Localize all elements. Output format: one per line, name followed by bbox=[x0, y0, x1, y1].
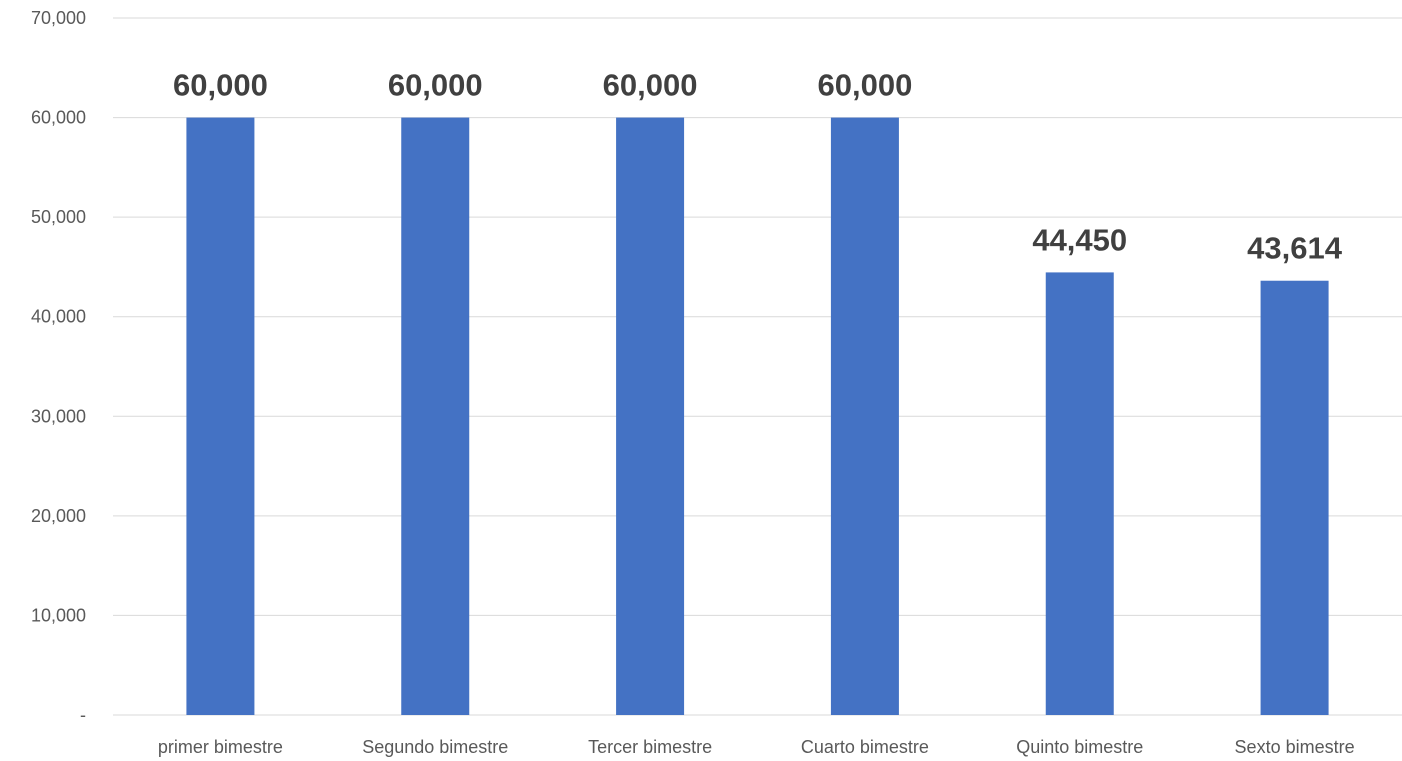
data-label: 60,000 bbox=[173, 68, 268, 103]
y-tick-label: 30,000 bbox=[31, 406, 86, 426]
y-tick-label: 10,000 bbox=[31, 605, 86, 625]
bar bbox=[1045, 272, 1114, 715]
data-label: 60,000 bbox=[388, 68, 483, 103]
y-tick-label: 70,000 bbox=[31, 8, 86, 28]
y-tick-label: 50,000 bbox=[31, 207, 86, 227]
bar bbox=[830, 117, 899, 716]
data-label: 60,000 bbox=[603, 68, 698, 103]
bar bbox=[186, 117, 255, 716]
y-axis-ticks: - 10,000 20,000 30,000 40,000 50,000 60,000 70,… bbox=[31, 8, 86, 725]
y-tick-label: 60,000 bbox=[31, 108, 86, 128]
x-axis-categories: primer bimestre Segundo bimestre Tercer bi… bbox=[158, 737, 1355, 757]
bar bbox=[401, 117, 470, 716]
data-label: 60,000 bbox=[818, 68, 913, 103]
data-labels: 60,000 60,000 60,000 60,000 44,450 43,614 bbox=[173, 68, 1343, 266]
y-tick-label: - bbox=[80, 705, 86, 725]
data-label: 44,450 bbox=[1032, 222, 1127, 257]
category-label: Quinto bimestre bbox=[1016, 737, 1143, 757]
y-tick-label: 40,000 bbox=[31, 307, 86, 327]
bar bbox=[1260, 280, 1329, 715]
category-label: Sexto bimestre bbox=[1235, 737, 1355, 757]
category-label: Cuarto bimestre bbox=[801, 737, 929, 757]
y-tick-label: 20,000 bbox=[31, 506, 86, 526]
category-label: Tercer bimestre bbox=[588, 737, 712, 757]
category-label: Segundo bimestre bbox=[362, 737, 508, 757]
gridlines bbox=[113, 17, 1402, 716]
bars bbox=[186, 117, 1329, 716]
bar bbox=[616, 117, 685, 716]
data-label: 43,614 bbox=[1247, 231, 1343, 266]
category-label: primer bimestre bbox=[158, 737, 283, 757]
